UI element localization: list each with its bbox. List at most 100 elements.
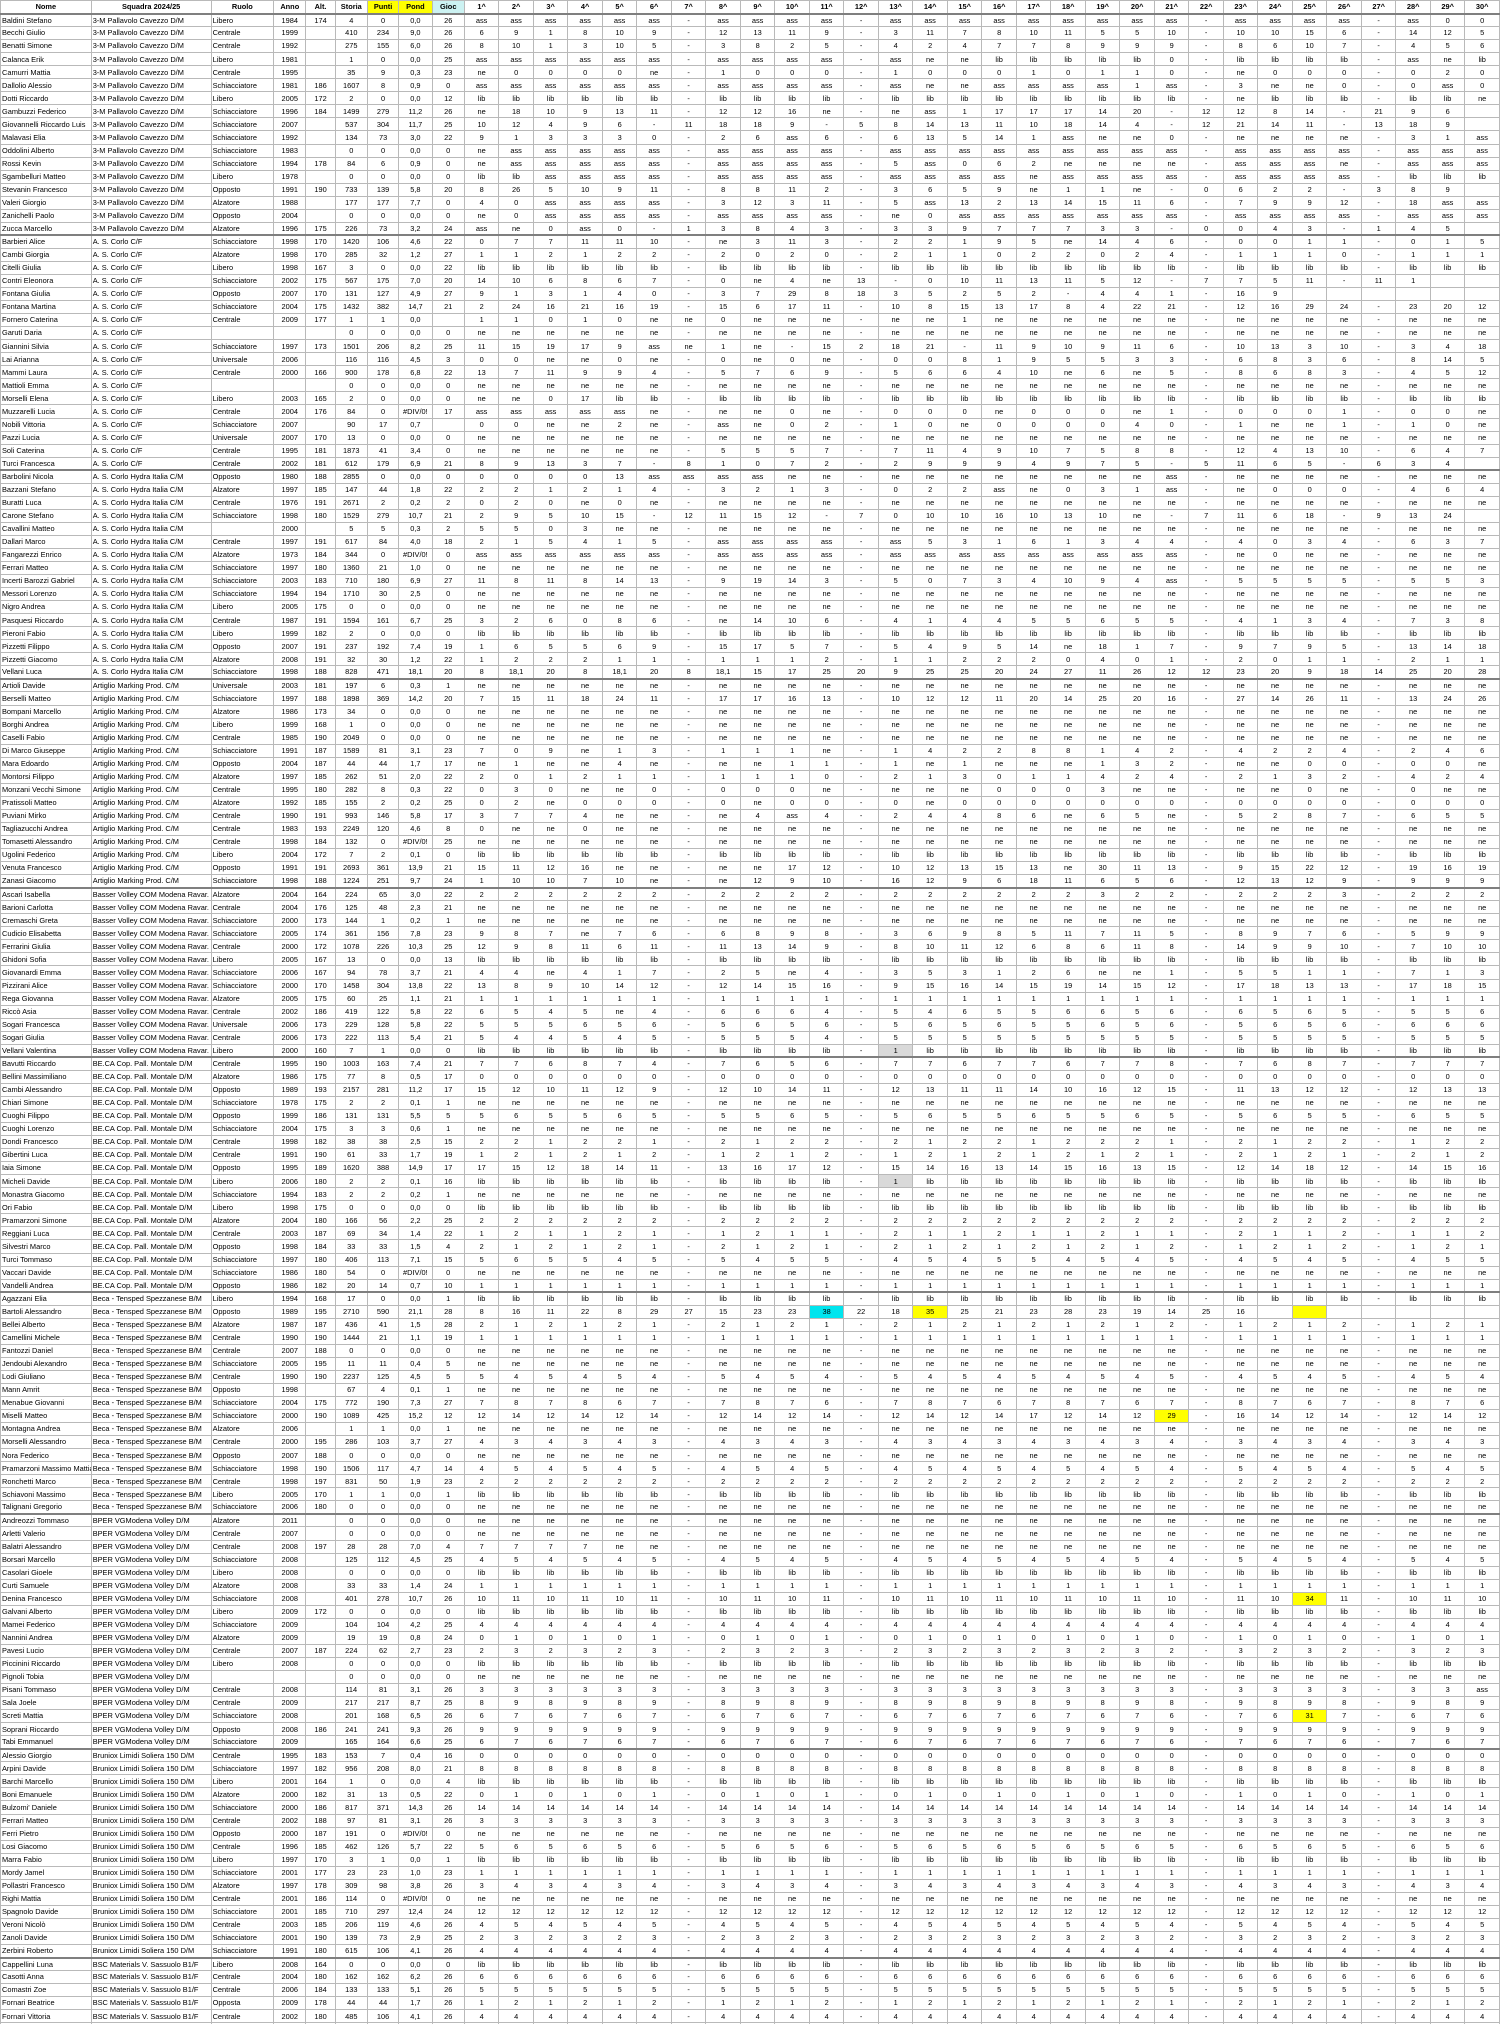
cell-round-20[interactable]: 19 (1119, 1304, 1155, 1319)
cell-altezza[interactable]: 193 (305, 821, 336, 837)
cell-round-4[interactable]: 0 (567, 469, 603, 484)
cell-round-14[interactable]: 9 (912, 456, 948, 471)
cell-ruolo[interactable]: Centrale (210, 834, 275, 850)
cell-round-11[interactable]: 5 (808, 1552, 845, 1567)
cell-round-12[interactable]: - (843, 600, 879, 615)
cell-punti[interactable]: 1 (366, 913, 400, 928)
cell-round-15[interactable]: ne (946, 1448, 983, 1463)
cell-round-22[interactable]: 0 (1188, 182, 1224, 197)
cell-round-30[interactable]: 6 (1464, 1004, 1500, 1019)
cell-round-11[interactable]: lib (808, 1291, 845, 1306)
cell-altezza[interactable]: 195 (305, 1435, 336, 1450)
cell-round-28[interactable]: 4 (1395, 365, 1431, 380)
cell-round-2[interactable]: ne (498, 1448, 534, 1463)
cell-round-11[interactable]: 3 (808, 1435, 845, 1450)
cell-round-11[interactable]: 11 (808, 300, 845, 315)
cell-round-6[interactable]: ass (636, 143, 672, 158)
cell-round-13[interactable]: ne (877, 1343, 914, 1358)
cell-round-30[interactable]: 3 (1464, 965, 1500, 980)
cell-round-17[interactable]: lib (1015, 952, 1052, 967)
cell-round-19[interactable]: ne (1084, 313, 1121, 328)
cell-pond[interactable]: 0,9 (398, 156, 433, 171)
cell-anno[interactable]: 2004 (273, 1122, 307, 1137)
cell-round-20[interactable]: ne (1119, 508, 1155, 523)
cell-round-2[interactable]: 8 (498, 926, 534, 941)
cell-pond[interactable]: 0,0 (398, 1043, 433, 1058)
cell-round-22[interactable]: - (1188, 1200, 1224, 1215)
cell-round-3[interactable]: 4 (532, 1004, 569, 1019)
cell-nome[interactable]: Miselli Matteo (0, 1409, 92, 1424)
cell-pond[interactable]: 7,1 (398, 1252, 433, 1267)
cell-round-7[interactable]: - (670, 156, 707, 171)
cell-round-2[interactable]: ne (498, 378, 534, 393)
cell-round-25[interactable]: 3 (1291, 613, 1328, 628)
cell-round-28[interactable]: ne (1395, 677, 1431, 693)
cell-round-2[interactable]: 0 (498, 352, 534, 367)
cell-round-6[interactable]: 4 (636, 1369, 672, 1384)
cell-round-13[interactable]: ne (877, 521, 914, 536)
cell-round-21[interactable]: 1 (1153, 1330, 1190, 1345)
col-header-round-16[interactable]: 16^ (981, 0, 1017, 15)
cell-round-7[interactable]: - (670, 939, 707, 954)
cell-round-21[interactable]: ne (1153, 587, 1190, 602)
cell-round-22[interactable]: - (1188, 404, 1224, 419)
cell-round-3[interactable]: lib (532, 952, 569, 967)
cell-gioc[interactable]: 27 (431, 1396, 465, 1411)
cell-round-13[interactable]: ne (877, 717, 914, 732)
cell-round-21[interactable]: 6 (1153, 874, 1190, 889)
cell-round-23[interactable]: 4 (1222, 743, 1259, 758)
cell-round-8[interactable]: ne (705, 861, 741, 876)
cell-round-6[interactable]: ass (636, 208, 672, 223)
cell-round-3[interactable]: ne (532, 1382, 569, 1398)
cell-round-29[interactable]: ne (1429, 313, 1466, 328)
cell-round-4[interactable]: lib (567, 1291, 603, 1306)
cell-round-20[interactable]: ne (1119, 1122, 1155, 1137)
cell-punti[interactable]: 51 (366, 769, 400, 784)
cell-round-13[interactable]: ne (877, 821, 914, 837)
cell-round-14[interactable]: 3 (912, 221, 948, 236)
cell-round-22[interactable]: - (1188, 848, 1224, 863)
cell-round-22[interactable]: - (1188, 39, 1224, 54)
cell-round-13[interactable]: 3 (877, 221, 914, 236)
cell-round-26[interactable]: 6 (1326, 352, 1362, 367)
cell-round-27[interactable]: - (1360, 652, 1397, 667)
cell-round-2[interactable]: 0 (498, 1069, 534, 1084)
cell-round-18[interactable]: ne (1050, 808, 1086, 823)
cell-round-25[interactable]: lib (1291, 848, 1328, 863)
cell-storia[interactable]: 282 (334, 782, 368, 797)
cell-round-17[interactable]: 0 (1015, 404, 1052, 419)
cell-round-4[interactable]: 0 (567, 65, 603, 80)
cell-round-5[interactable]: 4 (601, 1461, 638, 1476)
cell-round-3[interactable]: ne (532, 717, 569, 732)
cell-anno[interactable]: 2000 (273, 521, 307, 536)
cell-round-10[interactable]: lib (774, 626, 810, 641)
cell-round-11[interactable]: ne (808, 717, 845, 732)
col-header-squadra-2024-25[interactable]: Squadra 2024/25 (90, 0, 212, 15)
cell-round-9[interactable]: 0 (739, 65, 776, 80)
cell-round-13[interactable]: ne (877, 1122, 914, 1137)
cell-round-29[interactable]: lib (1429, 169, 1466, 184)
cell-storia[interactable]: 262 (334, 769, 368, 784)
cell-round-14[interactable]: ne (912, 378, 948, 393)
cell-round-17[interactable]: 0 (1015, 1069, 1052, 1084)
cell-pond[interactable]: 4,0 (398, 534, 433, 549)
cell-round-29[interactable]: ne (1429, 834, 1466, 850)
cell-round-2[interactable]: 2 (498, 1213, 534, 1228)
cell-round-9[interactable]: 4 (739, 1617, 776, 1632)
cell-round-22[interactable]: 7 (1188, 508, 1224, 523)
cell-pond[interactable]: 7,4 (398, 639, 433, 654)
cell-round-2[interactable]: ne (498, 326, 534, 341)
cell-round-6[interactable]: lib (636, 391, 672, 406)
cell-round-4[interactable]: ne (567, 900, 603, 915)
cell-round-16[interactable]: ne (981, 521, 1017, 536)
cell-round-4[interactable]: ass (567, 169, 603, 184)
cell-gioc[interactable]: 0 (431, 1604, 465, 1619)
cell-round-24[interactable]: ne (1257, 378, 1293, 393)
cell-nome[interactable]: Monastra Giacomo (0, 1187, 92, 1202)
cell-round-18[interactable]: 0 (1050, 482, 1086, 497)
cell-round-17[interactable]: ne (1015, 704, 1052, 719)
cell-round-15[interactable]: 5 (946, 1030, 983, 1045)
table-row[interactable]: Nora Federico Beca - Tensped Spezzanese B… (0, 1448, 1500, 1463)
cell-round-13[interactable]: 0 (877, 795, 914, 810)
cell-round-21[interactable]: 0 (1153, 1069, 1190, 1084)
